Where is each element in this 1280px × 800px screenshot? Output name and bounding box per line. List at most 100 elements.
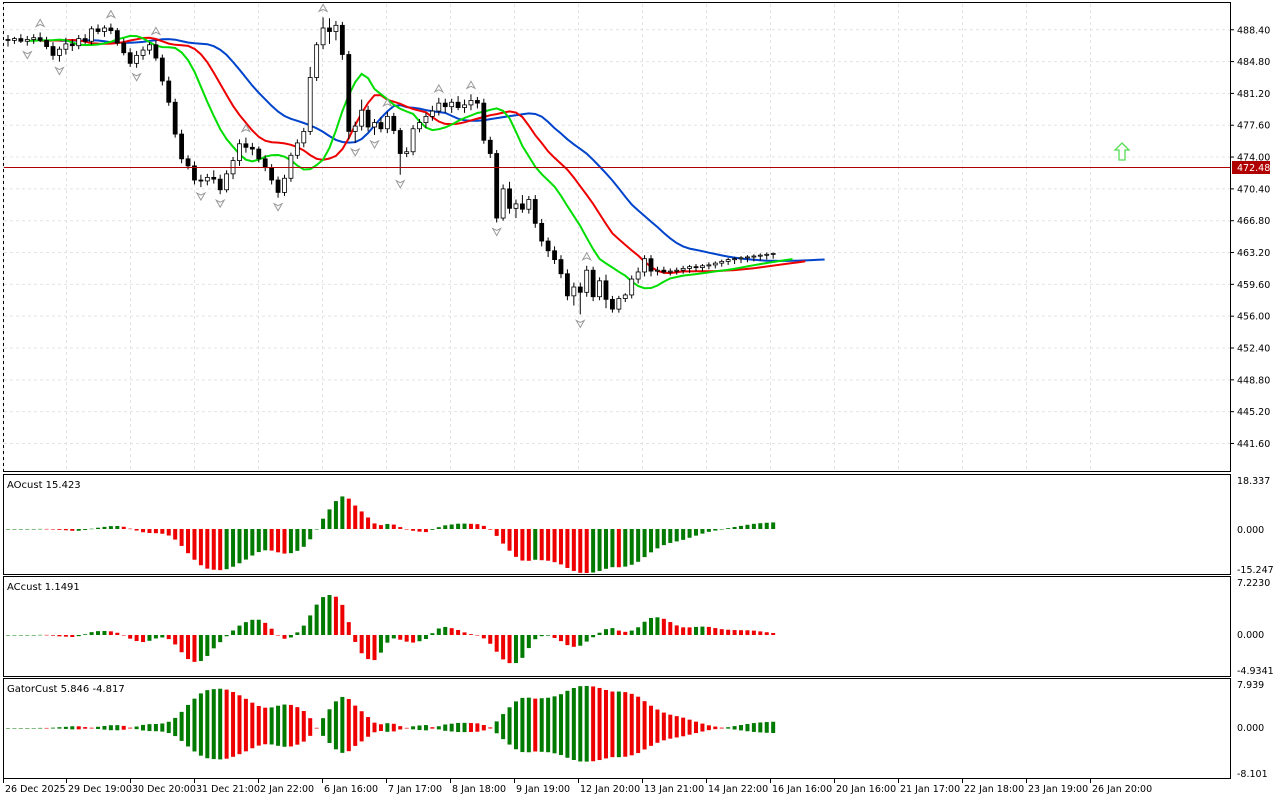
gator-lower-bar	[295, 728, 300, 745]
gator-lower-bar	[526, 728, 531, 753]
histogram-bar	[571, 529, 576, 571]
histogram-bar	[584, 635, 589, 642]
histogram-bar	[179, 529, 184, 546]
gator-upper-bar	[655, 709, 660, 728]
histogram-bar	[327, 509, 332, 529]
histogram-bar	[6, 635, 10, 636]
price-scale-label: 466.80	[1237, 216, 1270, 227]
candle-body	[738, 257, 744, 260]
gator-upper-bar	[481, 724, 486, 728]
histogram-bar	[333, 596, 338, 635]
histogram-bar	[173, 635, 178, 645]
histogram-bar	[513, 529, 518, 557]
histogram-bar	[668, 529, 673, 543]
time-axis-label: 14 Jan 22:00	[708, 784, 768, 795]
gator-lower-bar	[385, 728, 390, 732]
histogram-bar	[533, 529, 538, 560]
price-scale[interactable]: 488.40 484.80 481.20 477.60 474.00 470.40 466.…	[1230, 25, 1270, 450]
histogram-bar	[353, 505, 358, 529]
gator-lower-bar	[192, 728, 197, 752]
candle-body	[455, 101, 461, 108]
histogram-bar	[166, 635, 171, 640]
histogram-bar	[89, 632, 94, 635]
candle-body	[571, 286, 577, 297]
histogram-bar	[121, 635, 126, 636]
gator-upper-bar	[668, 714, 673, 728]
gator-upper-bar	[179, 711, 184, 728]
candle-body	[442, 102, 448, 108]
candle-body	[102, 27, 107, 32]
histogram-bar	[12, 635, 17, 636]
gator-lower-bar	[411, 728, 416, 730]
gator-lower-bar	[96, 728, 101, 729]
fractal-down-icon	[131, 72, 142, 82]
gator-upper-bar	[449, 723, 454, 728]
gator-upper-bar	[636, 696, 641, 728]
gator-lower-bar	[687, 728, 692, 735]
histogram-bar	[263, 622, 268, 635]
gator-upper-bar	[513, 701, 518, 728]
histogram-bar	[623, 529, 628, 567]
histogram-bar	[57, 529, 62, 530]
gator-upper-bar	[121, 725, 126, 728]
histogram-bar	[211, 529, 216, 570]
histogram-bar	[115, 526, 120, 529]
ao-panel[interactable]: AOcust 15.423 18.337 0.000 -15.247	[3, 474, 1274, 577]
time-axis-label: 22 Jan 18:00	[964, 784, 1024, 795]
candle-body	[462, 104, 467, 108]
time-axis-label: 8 Jan 18:00	[452, 784, 506, 795]
ac-panel[interactable]: ACcust 1.1491 7.2230 0.000 -4.9341	[3, 576, 1274, 678]
histogram-bar	[552, 635, 557, 638]
histogram-bar	[359, 635, 364, 654]
histogram-bar	[121, 526, 126, 529]
gator-lower-bar	[38, 728, 43, 729]
candle-body	[172, 101, 178, 135]
histogram-bar	[610, 628, 615, 635]
gator-lower-bar	[533, 728, 538, 752]
histogram-bar	[745, 524, 750, 529]
histogram-bar	[758, 523, 763, 529]
histogram-bar	[526, 529, 531, 561]
main-price-panel[interactable]	[3, 2, 1231, 472]
gator-panel[interactable]: GatorCust 5.846 -4.817 7.939 0.000 -8.10…	[3, 678, 1268, 781]
histogram-bar	[243, 622, 248, 635]
histogram-bar	[385, 523, 390, 529]
gator-lower-bar	[256, 728, 261, 746]
histogram-bar	[51, 529, 56, 530]
time-axis[interactable]: 26 Dec 2025 29 Dec 19:00 30 Dec 20:00 31 De…	[3, 779, 1153, 795]
gator-lower-bar	[719, 728, 724, 729]
candle-body	[95, 28, 101, 32]
histogram-bar	[295, 529, 300, 551]
histogram-bar	[38, 528, 43, 530]
gator-upper-bar	[147, 724, 152, 728]
histogram-bar	[153, 529, 158, 534]
histogram-bar	[591, 635, 596, 638]
histogram-bar	[231, 529, 236, 567]
gator-lower-bar	[12, 728, 17, 729]
histogram-bar	[385, 635, 390, 643]
histogram-bar	[70, 529, 75, 531]
candle-body	[616, 298, 622, 310]
candle-body	[700, 265, 705, 268]
histogram-bar	[38, 634, 43, 636]
histogram-bar	[134, 635, 139, 642]
gator-lower-bar	[520, 728, 525, 753]
time-axis-label: 31 Dec 21:00	[196, 784, 260, 795]
gator-upper-bar	[288, 704, 293, 728]
candle-body	[410, 128, 416, 153]
histogram-bar	[31, 529, 36, 530]
gator-upper-bar	[411, 726, 416, 728]
gator-lower-bar	[456, 728, 461, 733]
candle-body	[590, 269, 596, 298]
gator-lower-bar	[726, 728, 731, 729]
fractal-down-icon	[369, 139, 380, 149]
gator-lower-bar	[301, 728, 306, 742]
gator-upper-bar	[719, 727, 724, 729]
candle-body	[217, 178, 223, 191]
candle-body	[745, 256, 750, 259]
histogram-bar	[218, 635, 223, 643]
gator-upper-bar	[539, 698, 544, 728]
fractal-markers	[22, 3, 592, 329]
histogram-bar	[256, 529, 261, 553]
